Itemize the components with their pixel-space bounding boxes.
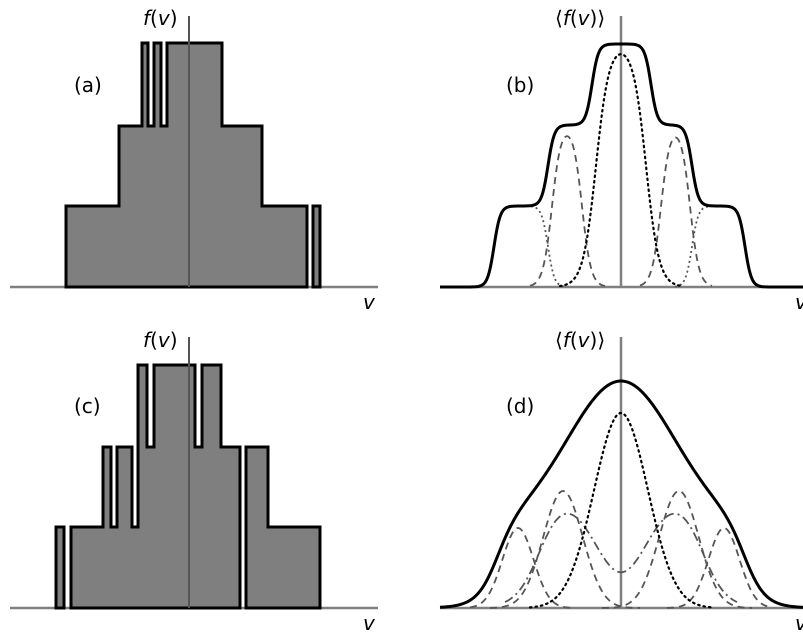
panel-d-right-component bbox=[601, 490, 753, 609]
panel-d-middle-component bbox=[504, 512, 738, 603]
panel-c-xlabel: v bbox=[363, 611, 376, 632]
panel-b-center-component bbox=[558, 53, 684, 288]
panel-b-xlabel: v bbox=[795, 290, 803, 314]
panel-c-label: (c) bbox=[74, 394, 101, 418]
panel-a: f(v) v (a) bbox=[10, 6, 378, 314]
panel-a-histogram bbox=[64, 41, 309, 289]
panel-d-components bbox=[469, 490, 773, 609]
panel-b-ylabel: ⟨f(v)⟩ bbox=[555, 6, 605, 30]
panel-b-label: (b) bbox=[506, 73, 534, 97]
panel-c-histogram-right bbox=[244, 445, 322, 610]
panel-a-ylabel: f(v) bbox=[143, 6, 178, 30]
panel-b-outer-right-component bbox=[674, 205, 761, 288]
panel-d-outer-left-component bbox=[469, 527, 576, 609]
panel-c-tail-bin-left bbox=[54, 525, 66, 610]
panel-d-label: (d) bbox=[506, 394, 534, 418]
panel-b: ⟨f(v)⟩ v (b) bbox=[440, 6, 803, 314]
panel-d-xlabel: v bbox=[795, 611, 803, 632]
panel-b-right-component bbox=[639, 136, 713, 287]
panel-a-xlabel: v bbox=[363, 290, 376, 314]
panel-a-tail-bin bbox=[311, 204, 322, 289]
panel-b-total-curve bbox=[440, 42, 803, 289]
panel-c: f(v) v (c) bbox=[10, 328, 378, 635]
panel-d-total-curve bbox=[439, 379, 803, 609]
panel-d: ⟨f(v)⟩ v (d) bbox=[439, 328, 803, 635]
panel-d-outer-right-component bbox=[666, 527, 773, 609]
panel-c-ylabel: f(v) bbox=[143, 328, 178, 352]
panel-d-left-component bbox=[489, 490, 641, 609]
panel-c-histogram bbox=[69, 363, 242, 610]
panel-d-ylabel: ⟨f(v)⟩ bbox=[555, 328, 605, 352]
panel-d-center-component bbox=[528, 411, 714, 609]
panel-a-label: (a) bbox=[74, 73, 102, 97]
panel-b-left-component bbox=[529, 135, 606, 287]
